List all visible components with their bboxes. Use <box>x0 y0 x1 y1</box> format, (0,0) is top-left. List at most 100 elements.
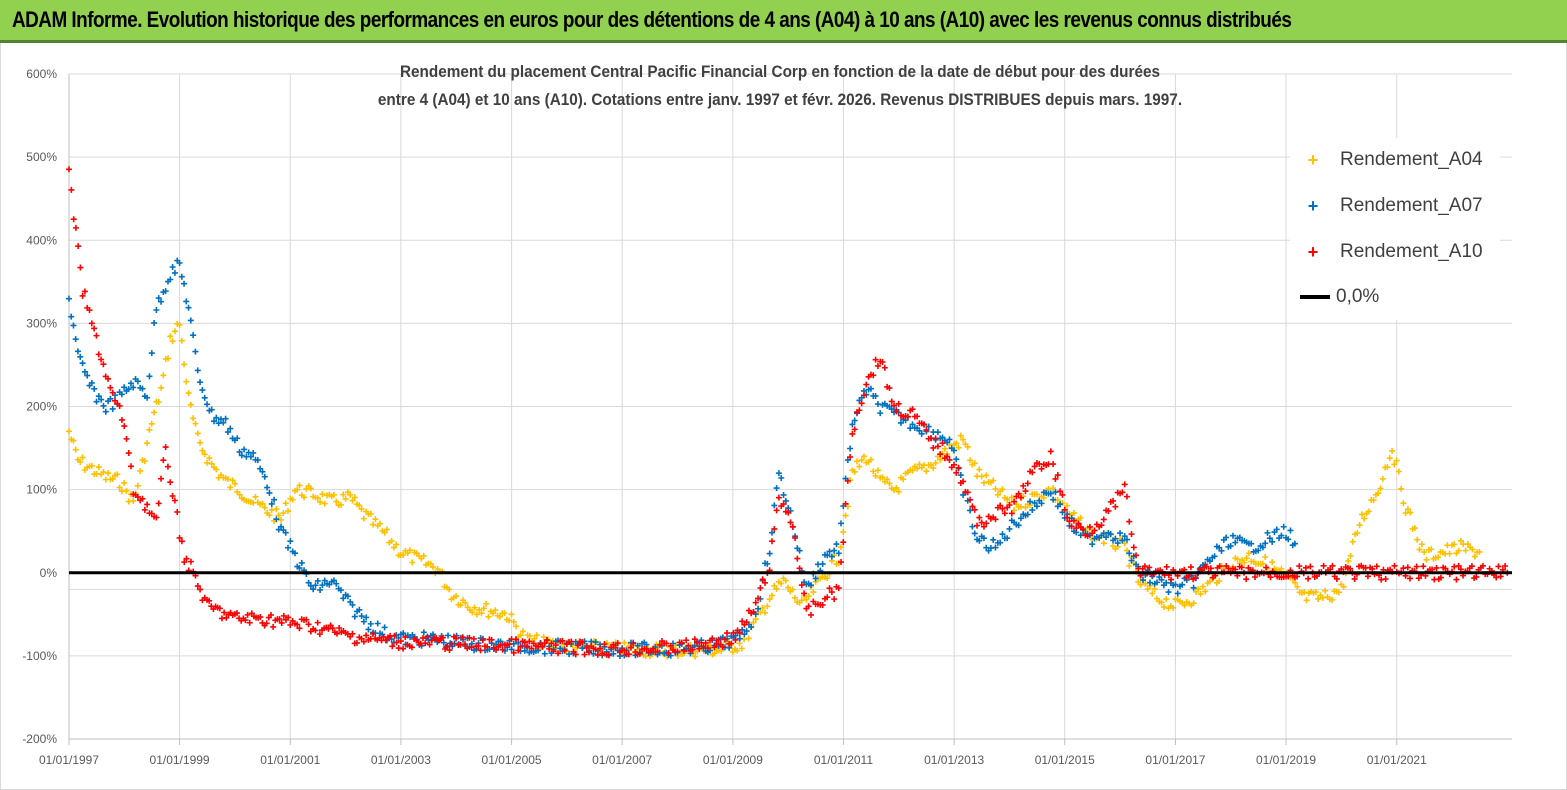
data-point <box>1457 537 1464 544</box>
data-point <box>229 477 236 484</box>
data-point <box>1047 490 1054 497</box>
data-point <box>169 338 176 345</box>
data-point <box>448 640 455 647</box>
data-point <box>711 650 718 657</box>
data-point <box>1280 523 1287 530</box>
data-point <box>923 468 930 475</box>
data-point <box>187 401 194 408</box>
data-point <box>312 627 319 634</box>
data-point <box>1070 517 1077 524</box>
data-point <box>298 559 305 566</box>
data-point <box>1377 485 1384 492</box>
data-point <box>724 630 731 637</box>
data-point <box>141 506 148 513</box>
data-point <box>914 413 921 420</box>
data-point <box>559 637 566 644</box>
data-point <box>282 500 289 507</box>
x-tick-label: 01/01/2009 <box>703 753 763 767</box>
data-point <box>493 646 500 653</box>
data-point <box>478 610 485 617</box>
data-point <box>109 389 116 396</box>
data-point <box>552 642 559 649</box>
data-point <box>665 650 672 657</box>
data-point <box>1347 552 1354 559</box>
data-point <box>1091 527 1098 534</box>
data-point <box>275 512 282 519</box>
data-point <box>1252 574 1259 581</box>
series-rendement-a10 <box>66 166 1511 659</box>
data-point <box>477 647 484 654</box>
data-point <box>1373 563 1380 570</box>
data-point <box>1033 503 1040 510</box>
data-point <box>1144 586 1151 593</box>
data-point <box>1006 501 1013 508</box>
data-point <box>400 551 407 558</box>
data-point <box>88 320 95 327</box>
data-point <box>91 385 98 392</box>
data-point <box>1141 563 1148 570</box>
data-point <box>541 640 548 647</box>
data-point <box>594 651 601 658</box>
data-point <box>884 476 891 483</box>
data-point <box>197 586 204 593</box>
data-point <box>483 600 490 607</box>
data-point <box>390 544 397 551</box>
data-point <box>1158 576 1165 583</box>
data-point <box>469 609 476 616</box>
data-point <box>224 476 231 483</box>
data-point <box>574 642 581 649</box>
data-point <box>1416 546 1423 553</box>
data-point <box>519 628 526 635</box>
data-point <box>427 560 434 567</box>
data-point <box>282 529 289 536</box>
data-point <box>340 491 347 498</box>
data-point <box>964 489 971 496</box>
data-point <box>72 336 79 343</box>
data-point <box>314 619 321 626</box>
data-point <box>1022 504 1029 511</box>
data-point <box>222 415 229 422</box>
data-point <box>271 496 278 503</box>
data-point <box>794 555 801 562</box>
data-point <box>1369 565 1376 572</box>
data-point <box>1421 549 1428 556</box>
data-point <box>524 643 531 650</box>
data-point <box>102 408 109 415</box>
data-point <box>860 392 867 399</box>
data-point <box>1287 527 1294 534</box>
data-point <box>109 476 116 483</box>
x-tick-label: 01/01/2013 <box>924 753 984 767</box>
data-point <box>118 416 125 423</box>
data-point <box>872 392 879 399</box>
data-point <box>1349 538 1356 545</box>
data-point <box>748 624 755 631</box>
data-point <box>951 447 958 454</box>
data-point <box>1278 565 1285 572</box>
legend-item-zero: 0,0% <box>1300 283 1379 311</box>
data-point <box>484 643 491 650</box>
data-point <box>874 467 881 474</box>
data-point <box>257 465 264 472</box>
data-point <box>983 520 990 527</box>
data-point <box>1059 491 1066 498</box>
data-point <box>181 280 188 287</box>
chart-title-line1: Rendement du placement Central Pacific F… <box>399 62 1161 81</box>
data-point <box>1064 502 1071 509</box>
data-point <box>934 429 941 436</box>
data-point <box>430 564 437 571</box>
data-point <box>402 634 409 641</box>
data-point <box>353 639 360 646</box>
data-point <box>1133 552 1140 559</box>
data-point <box>732 636 739 643</box>
data-point <box>1243 555 1250 562</box>
data-point <box>171 269 178 276</box>
data-point <box>499 646 506 653</box>
data-point <box>826 548 833 555</box>
data-point <box>263 620 270 627</box>
data-point <box>916 461 923 468</box>
data-point <box>842 512 849 519</box>
data-point <box>268 500 275 507</box>
data-point <box>715 636 722 643</box>
data-point <box>167 276 174 283</box>
data-point <box>169 264 176 271</box>
